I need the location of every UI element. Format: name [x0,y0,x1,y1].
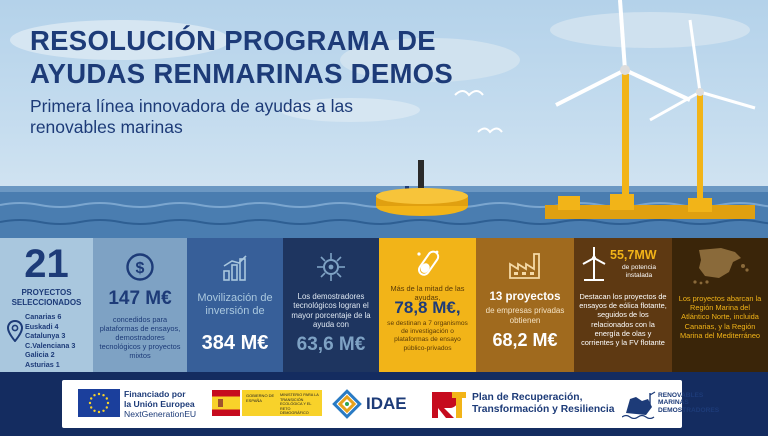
platforms-text: concedidos para plataformas de ensayos, … [99,315,181,360]
recovery-plan-logo-icon [432,392,466,418]
eu-flag-icon [78,389,120,417]
demonstrators-text: Los demostradores tecnológicos logran el… [291,292,371,330]
investment-text: Movilización de inversión de [197,292,273,317]
eu-line-1: Financiado por [124,389,186,399]
offshore-scene-illustration [0,0,768,238]
list-item: Canarias 6 [25,312,62,321]
list-item: C.Valenciana 3 [25,340,76,350]
title-line-1: RESOLUCIÓN PROGRAMA DE [30,25,436,56]
plan-line-1: Plan de Recuperación, [472,392,583,403]
list-item: Euskadi 4 [25,321,59,331]
rm-line-1: RENOVABLES [658,392,704,399]
panel-research: Más de la mitad de las ayudas, 78,8 M€, … [379,238,476,372]
demonstrators-value: 63,6 M€ [296,334,366,355]
list-item: Asturias 1 [25,359,60,369]
page-title: RESOLUCIÓN PROGRAMA DE AYUDAS RENMARINAS… [30,24,550,90]
rm-line-3: DEMOSTRADORES [658,406,720,414]
footer-logos-strip [62,380,682,428]
ministry-logo: GOBIERNO DE ESPAÑA MINISTERIO PARA LA TR… [242,390,322,416]
idae-logo-icon [332,389,362,419]
wind-turbine-icon [582,247,606,281]
title-line-2: AYUDAS RENMARINAS DEMOS [30,58,454,89]
government-text: GOBIERNO DE ESPAÑA [246,393,275,403]
renovables-marinas-logo-icon [622,391,656,419]
recovery-plan-text: Plan de Recuperación, Transformación y R… [472,392,615,416]
projects-label: PROYECTOS SELECCIONADOS [11,288,82,307]
panel-projects: 21 PROYECTOS SELECCIONADOS Canarias 6 Eu… [0,238,93,372]
panel-wind: 55,7MW de potencia instalada Destacan lo… [574,238,672,372]
panel-investment: Movilización de inversión de 384 M€ [187,238,283,372]
list-item: Galicia 2 [25,350,55,360]
companies-title: 13 proyectos [489,291,561,303]
hero-banner: RESOLUCIÓN PROGRAMA DE AYUDAS RENMARINAS… [0,0,768,238]
companies-text: de empresas privadas obtienen [485,306,565,325]
research-text-top: Más de la mitad de las ayudas, [390,284,465,302]
circuit-gear-icon [317,253,345,281]
wind-value: 55,7MW [610,248,657,262]
spain-flag-icon [212,390,240,416]
page-subtitle: Primera línea innovadora de ayudas a las… [30,96,353,137]
eu-line-2: la Unión Europea [124,399,195,409]
stats-band: 21 PROYECTOS SELECCIONADOS Canarias 6 Eu… [0,238,768,372]
regions-text: Los proyectos abarcan la Región Marina d… [678,294,762,340]
svg-text:$: $ [136,260,145,277]
eu-funding-text: Financiado por la Unión Europea NextGene… [124,389,196,419]
panel-platforms: $ 147 M€ concedidos para plataformas de … [93,238,187,372]
wind-value-caption: de potencia instalada [621,264,657,279]
dollar-coin-icon: $ [126,253,154,281]
platforms-value: 147 M€ [108,288,172,309]
panel-regions: Los proyectos abarcan la Región Marina d… [672,238,768,372]
test-tube-icon [416,250,439,276]
renovables-marinas-text: RENOVABLES MARINAS DEMOSTRADORES [658,392,719,414]
ministry-text: MINISTERIO PARA LA TRANSICIÓN ECOLÓGICA … [280,393,319,416]
research-value: 78,8 M€, [394,298,461,317]
wind-text: Destacan los proyectos de ensayos de eól… [579,292,667,348]
factory-icon [509,253,540,279]
plan-line-2: Transformación y Resiliencia [472,404,615,415]
spain-map-icon [693,248,749,285]
panel-demonstrators: Los demostradores tecnológicos logran el… [283,238,379,372]
projects-count: 21 [24,242,69,286]
panel-companies: 13 proyectos de empresas privadas obtien… [476,238,574,372]
bar-chart-icon [223,255,247,281]
location-pin-icon [7,320,23,342]
list-item: Catalunya 3 [25,331,66,341]
rm-line-2: MARINAS [658,399,689,407]
investment-value: 384 M€ [201,332,269,354]
companies-value: 68,2 M€ [492,330,558,350]
idae-logo-text: IDAE [366,394,407,413]
research-text-bottom: se destinan a 7 organismos de investigac… [387,320,468,352]
eu-line-3: NextGenerationEU [124,409,197,419]
regions-list: Canarias 6 Euskadi 4 Catalunya 3 C.Valen… [25,312,75,370]
